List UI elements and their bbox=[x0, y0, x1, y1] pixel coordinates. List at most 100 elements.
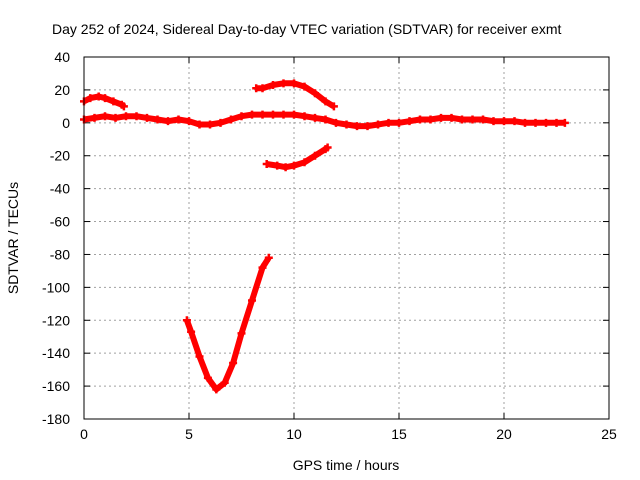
x-tick-label: 25 bbox=[601, 426, 617, 442]
data-point-marker bbox=[258, 263, 267, 272]
y-tick-label: -160 bbox=[42, 378, 70, 394]
data-point-marker bbox=[447, 113, 456, 122]
data-point-marker bbox=[237, 112, 246, 121]
y-tick-label: -140 bbox=[42, 345, 70, 361]
data-series bbox=[80, 79, 569, 394]
y-tick-label: -120 bbox=[42, 312, 70, 328]
data-point-marker bbox=[248, 110, 256, 119]
chart-title: Day 252 of 2024, Sidereal Day-to-day VTE… bbox=[52, 21, 561, 37]
data-point-marker bbox=[290, 79, 298, 88]
data-point-marker bbox=[437, 113, 445, 122]
data-point-marker bbox=[552, 118, 561, 127]
data-point-marker bbox=[300, 112, 309, 121]
data-point-marker bbox=[300, 82, 309, 91]
data-point-marker bbox=[153, 115, 162, 124]
x-tick-label: 10 bbox=[286, 426, 302, 442]
data-point-marker bbox=[323, 143, 332, 152]
data-point-marker bbox=[258, 110, 267, 119]
data-point-marker bbox=[279, 79, 288, 88]
data-point-marker bbox=[164, 117, 172, 126]
plot-frame bbox=[83, 56, 610, 420]
data-point-marker bbox=[174, 115, 183, 124]
data-point-marker bbox=[321, 97, 330, 106]
data-point-marker bbox=[101, 94, 109, 103]
y-tick-label: -20 bbox=[50, 148, 70, 164]
data-point-marker bbox=[311, 113, 319, 122]
x-tick-label: 20 bbox=[496, 426, 512, 442]
data-point-marker bbox=[195, 120, 204, 129]
y-tick-label: 0 bbox=[62, 115, 70, 131]
data-point-marker bbox=[264, 253, 273, 262]
y-tick-label: -80 bbox=[50, 246, 70, 262]
data-point-marker bbox=[248, 296, 256, 305]
data-point-marker bbox=[311, 89, 319, 98]
data-point-marker bbox=[521, 118, 529, 127]
y-tick-label: -180 bbox=[42, 411, 70, 427]
data-point-marker bbox=[332, 118, 340, 127]
x-axis-label: GPS time / hours bbox=[293, 457, 400, 473]
grid bbox=[83, 56, 610, 420]
tick-labels: 0 5 10 15 20 25 40 20 0 -20 -40 -60 -80 -100 -120 -140 -… bbox=[42, 49, 617, 442]
data-point-marker bbox=[143, 113, 151, 122]
data-point-marker bbox=[122, 112, 130, 121]
data-point-marker bbox=[119, 102, 128, 111]
data-point-marker bbox=[212, 385, 221, 394]
data-point-marker bbox=[300, 158, 309, 167]
data-point-marker bbox=[203, 373, 212, 382]
data-point-marker bbox=[229, 359, 238, 368]
data-point-marker bbox=[185, 117, 193, 126]
y-tick-label: -60 bbox=[50, 214, 70, 230]
data-point-marker bbox=[329, 102, 338, 111]
data-point-marker bbox=[237, 329, 246, 338]
data-point-marker bbox=[560, 118, 569, 127]
y-tick-label: -100 bbox=[42, 279, 70, 295]
data-point-marker bbox=[281, 163, 290, 172]
data-point-marker bbox=[458, 115, 466, 124]
data-point-marker bbox=[111, 113, 120, 122]
y-tick-label: -40 bbox=[50, 181, 70, 197]
data-point-marker bbox=[290, 161, 298, 170]
data-point-marker bbox=[363, 122, 372, 131]
x-tick-label: 5 bbox=[185, 426, 193, 442]
data-point-marker bbox=[479, 115, 487, 124]
data-point-marker bbox=[109, 97, 118, 106]
data-point-marker bbox=[290, 110, 298, 119]
y-tick-label: 20 bbox=[54, 82, 70, 98]
data-point-marker bbox=[258, 84, 267, 93]
data-point-marker bbox=[279, 110, 288, 119]
data-point-marker bbox=[182, 316, 191, 325]
axis-ticks bbox=[83, 56, 610, 420]
data-point-marker bbox=[273, 161, 282, 170]
data-point-marker bbox=[342, 120, 351, 129]
data-point-marker bbox=[416, 115, 424, 124]
data-point-marker bbox=[321, 115, 330, 124]
data-point-marker bbox=[384, 118, 393, 127]
data-point-marker bbox=[510, 117, 519, 126]
data-point-marker bbox=[531, 118, 540, 127]
data-point-marker bbox=[187, 327, 196, 336]
data-point-marker bbox=[500, 117, 508, 126]
data-point-marker bbox=[405, 117, 414, 126]
data-point-marker bbox=[489, 117, 498, 126]
data-point-marker bbox=[90, 113, 99, 122]
data-point-marker bbox=[542, 118, 550, 127]
data-point-marker bbox=[101, 112, 109, 121]
x-tick-label: 15 bbox=[391, 426, 407, 442]
track-lower bbox=[266, 145, 330, 171]
data-point-marker bbox=[269, 110, 277, 119]
data-point-marker bbox=[426, 115, 435, 124]
data-point-marker bbox=[374, 120, 382, 129]
data-point-marker bbox=[395, 118, 403, 127]
data-point-marker bbox=[269, 80, 277, 89]
data-point-marker bbox=[94, 92, 103, 101]
y-axis-label: SDTVAR / TECUs bbox=[5, 182, 21, 294]
track-deep bbox=[184, 256, 272, 393]
data-point-marker bbox=[195, 352, 204, 361]
data-point-marker bbox=[216, 118, 225, 127]
data-point-marker bbox=[227, 115, 235, 124]
x-tick-label: 0 bbox=[80, 426, 88, 442]
data-point-marker bbox=[206, 120, 214, 129]
data-point-marker bbox=[468, 115, 477, 124]
data-point-marker bbox=[262, 159, 271, 168]
